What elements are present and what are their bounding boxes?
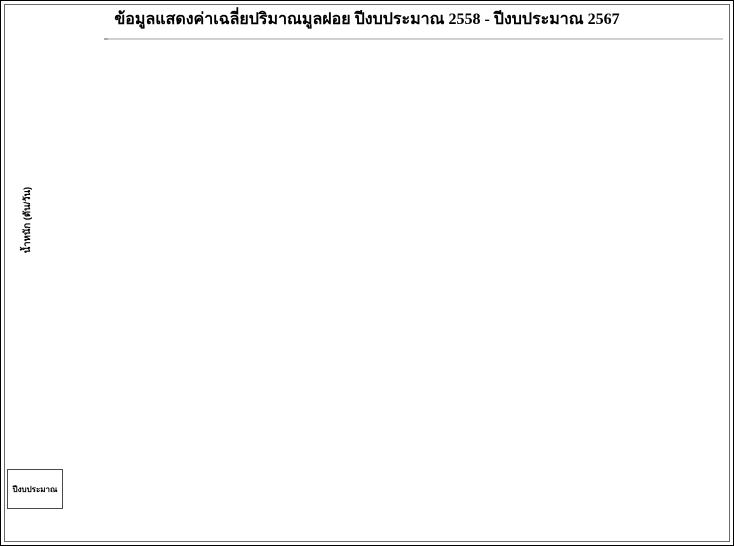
y-axis-title: น้ำหนัก (ตัน/วัน) (22, 186, 33, 254)
legend-title: ปีงบประมาณ (7, 469, 63, 509)
chart-title: ข้อมูลแสดงค่าเฉลี่ยปริมาณมูลฝอย ปีงบประม… (114, 11, 620, 28)
chart-canvas (104, 38, 723, 40)
